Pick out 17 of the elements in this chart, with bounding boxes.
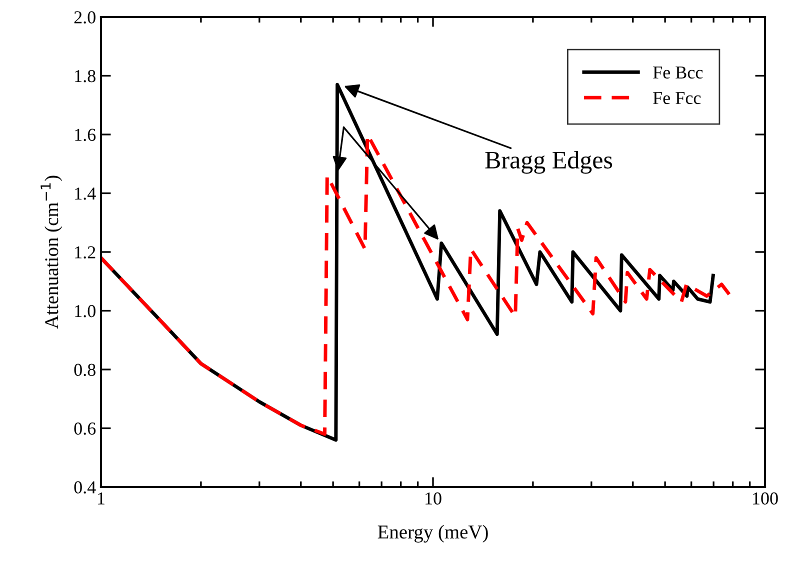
y-tick-label: 1.0 xyxy=(75,305,96,318)
y-tick-label: 0.4 xyxy=(74,481,96,494)
x-tick-label: 10 xyxy=(426,492,442,505)
y-tick-label: 1.4 xyxy=(75,188,96,200)
legend-label: Fe Fcc xyxy=(653,92,701,104)
x-tick-label: 1 xyxy=(98,492,104,504)
y-tick-label: 1.2 xyxy=(75,246,96,259)
y-axis-title: Attenuation (cm$^{−1}$) xyxy=(40,176,62,329)
y-tick-label: 0.6 xyxy=(74,422,96,435)
legend-label: Fe Bcc xyxy=(653,66,703,79)
x-tick-label: 100 xyxy=(753,492,778,505)
y-tick-label: 1.8 xyxy=(75,70,96,82)
y-tick-label: 2.0 xyxy=(74,11,96,24)
y-tick-label: 0.8 xyxy=(74,364,96,376)
x-axis-title: Energy (meV) xyxy=(378,524,488,543)
annotation: Bragg Edges xyxy=(485,150,612,174)
y-tick-label: 1.6 xyxy=(75,128,96,142)
